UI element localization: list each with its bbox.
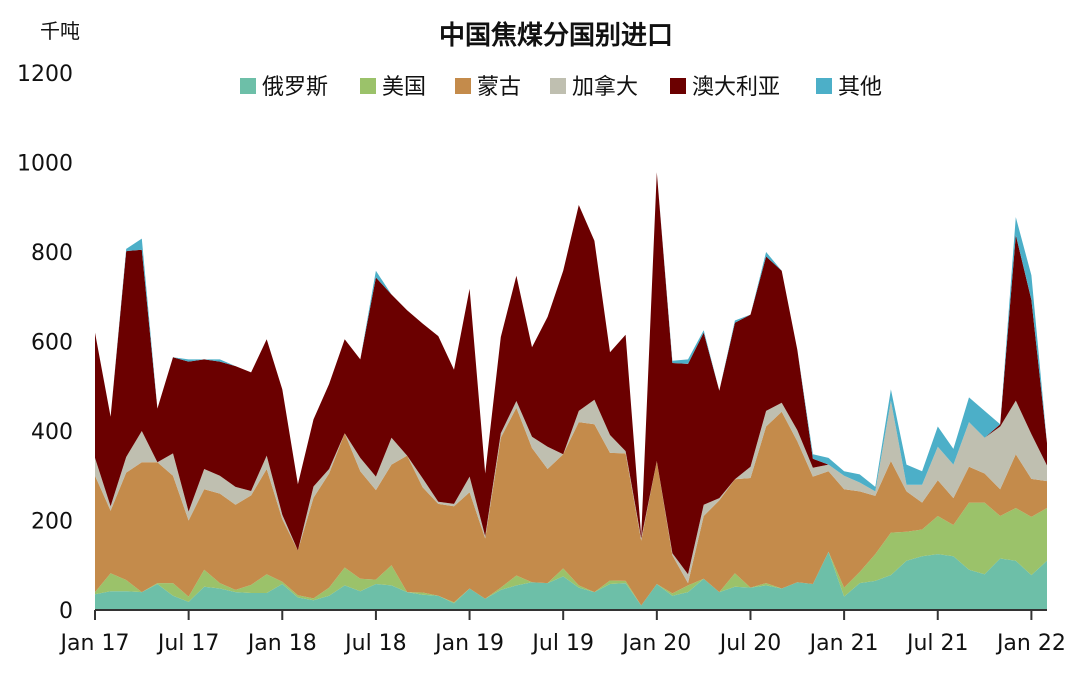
area-series-1 xyxy=(95,551,1047,610)
x-tick-label: Jul 19 xyxy=(530,631,594,656)
legend-label-6: 其他 xyxy=(838,75,882,100)
legend-swatch-5 xyxy=(670,78,686,94)
x-tick-label: Jul 20 xyxy=(718,631,782,656)
y-tick-label: 200 xyxy=(31,510,73,535)
legend-swatch-1 xyxy=(240,78,256,94)
y-tick-label: 1200 xyxy=(17,62,73,87)
x-tick-label: Jan 22 xyxy=(995,631,1066,656)
legend-swatch-4 xyxy=(550,78,566,94)
area-series-4 xyxy=(95,399,1047,584)
x-tick-label: Jan 21 xyxy=(808,631,879,656)
area-series-3 xyxy=(95,407,1047,606)
legend-swatch-2 xyxy=(360,78,376,94)
x-tick-label: Jan 20 xyxy=(620,631,691,656)
y-tick-label: 0 xyxy=(59,599,73,624)
y-tick-label: 800 xyxy=(31,241,73,266)
area-series-2 xyxy=(95,502,1047,606)
x-tick-label: Jul 18 xyxy=(343,631,407,656)
stacked-areas xyxy=(95,172,1047,610)
chart-title: 中国焦煤分国别进口 xyxy=(439,20,673,51)
y-tick-label: 1000 xyxy=(17,152,73,177)
area-series-5 xyxy=(95,172,1047,575)
x-tick-label: Jan 19 xyxy=(433,631,504,656)
y-tick-label: 600 xyxy=(31,331,73,356)
x-tick-label: Jul 17 xyxy=(156,631,220,656)
legend-label-2: 美国 xyxy=(382,75,426,100)
legend: 俄罗斯 美国 蒙古 加拿大 澳大利亚 其他 xyxy=(240,74,882,100)
legend-label-4: 加拿大 xyxy=(572,74,638,100)
legend-label-3: 蒙古 xyxy=(477,75,521,100)
x-axis: Jan 17 Jul 17 Jan 18 Jul 18 Jan 19 Jul 19 Jan … xyxy=(59,610,1066,656)
legend-swatch-6 xyxy=(816,78,832,94)
y-axis: 0 200 400 600 800 1000 1200 xyxy=(17,62,73,624)
legend-swatch-3 xyxy=(455,78,471,94)
y-tick-label: 400 xyxy=(31,420,73,445)
x-tick-label: Jan 18 xyxy=(246,631,317,656)
legend-label-1: 俄罗斯 xyxy=(262,75,328,100)
y-axis-unit-label: 千吨 xyxy=(40,19,80,43)
x-tick-label: Jul 21 xyxy=(905,631,969,656)
legend-label-5: 澳大利亚 xyxy=(692,75,780,100)
x-tick-label: Jan 17 xyxy=(59,631,130,656)
